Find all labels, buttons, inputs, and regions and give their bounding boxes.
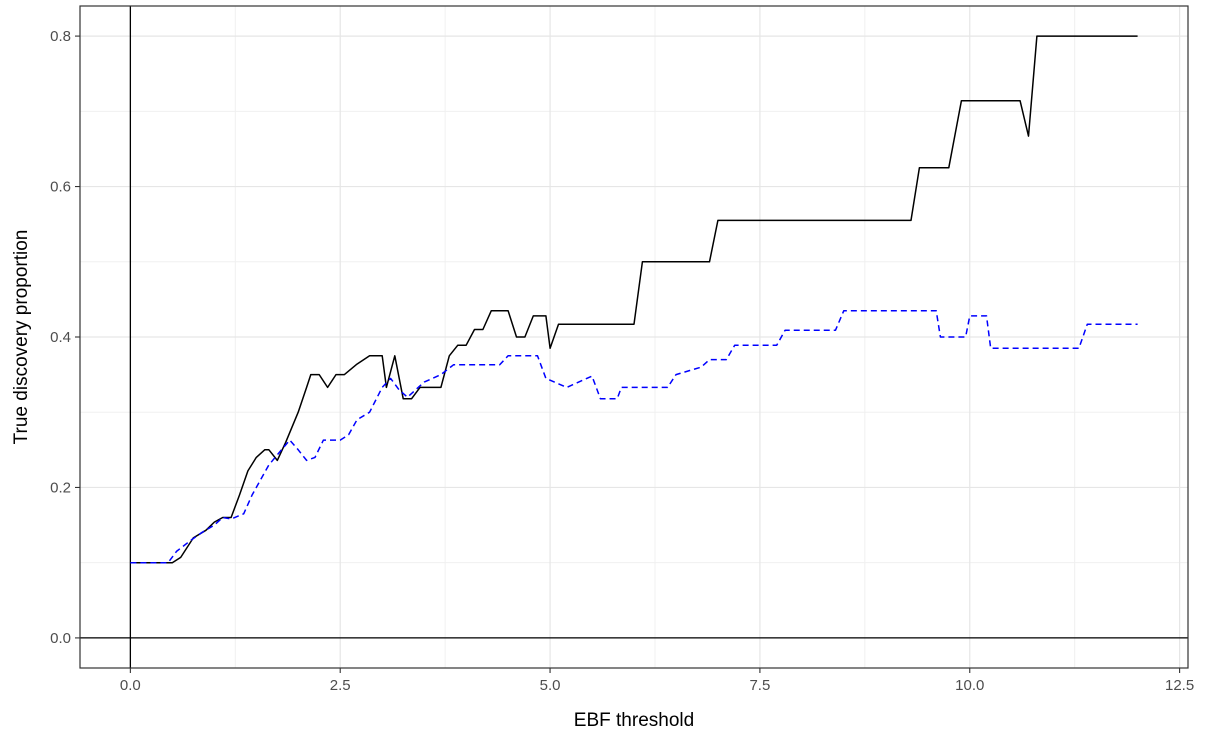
series-lines xyxy=(130,35,1138,564)
tick-labels: 0.0 2.5 5.0 7.5 10.0 12.5 0.0 0.2 0.4 0.6 0.8 xyxy=(50,28,1194,694)
reference-lines xyxy=(80,6,1188,668)
y-tick-label-4: 0.8 xyxy=(50,28,71,45)
x-tick-label-3: 7.5 xyxy=(749,677,770,694)
y-tick-label-2: 0.4 xyxy=(50,329,71,346)
y-axis-title: True discovery proportion xyxy=(11,230,32,445)
axis-ticks xyxy=(75,35,1181,673)
x-tick-label-0: 0.0 xyxy=(120,677,141,694)
x-tick-label-2: 5.0 xyxy=(540,677,561,694)
y-tick-label-1: 0.2 xyxy=(50,479,71,496)
series-line-dashed xyxy=(130,309,1138,564)
x-tick-label-4: 10.0 xyxy=(955,677,984,694)
x-axis-title: EBF threshold xyxy=(574,710,694,731)
x-tick-label-1: 2.5 xyxy=(330,677,351,694)
series-line-solid xyxy=(130,35,1138,564)
x-tick-label-5: 12.5 xyxy=(1165,677,1194,694)
y-tick-label-0: 0.0 xyxy=(50,630,71,647)
gridlines xyxy=(80,6,1188,668)
y-tick-label-3: 0.6 xyxy=(50,179,71,196)
